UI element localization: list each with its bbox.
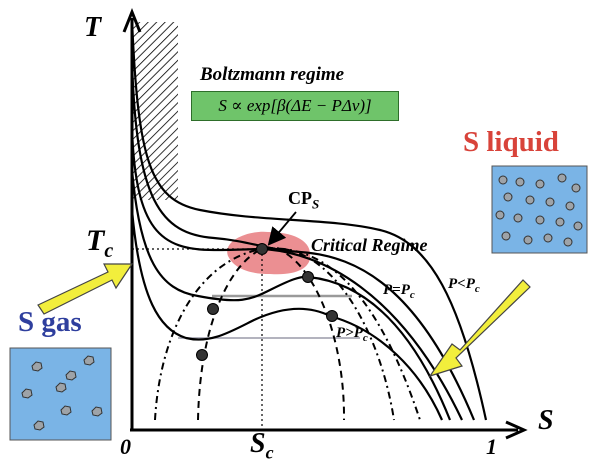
gas-yellow-arrow bbox=[37, 263, 134, 315]
pgt-sub: c bbox=[362, 332, 368, 344]
sc-sub: c bbox=[265, 442, 274, 463]
peq-main: P=P bbox=[383, 282, 410, 298]
critical-point-dot bbox=[256, 243, 268, 255]
tc-sub: c bbox=[104, 240, 114, 262]
x-tick-one: 1 bbox=[486, 434, 497, 459]
gas-molecule bbox=[33, 420, 45, 431]
gas-molecule bbox=[55, 382, 67, 393]
boltzmann-formula: S ∝ exp[β(ΔE − PΔv)] bbox=[191, 91, 399, 121]
gas-molecule bbox=[21, 388, 33, 399]
point-upper-right bbox=[302, 271, 314, 283]
critical-regime-label: Critical Regime bbox=[311, 235, 428, 255]
y-tick-tc: Tc bbox=[86, 224, 114, 262]
outer-dashdot bbox=[261, 247, 421, 421]
isobar-p-equal: P=Pc bbox=[383, 283, 415, 301]
x-tick-zero: 0 bbox=[120, 434, 131, 459]
liquid-box bbox=[491, 165, 588, 254]
gas-molecule bbox=[65, 370, 77, 381]
point-middle-right bbox=[326, 310, 338, 322]
tc-main: T bbox=[86, 224, 105, 257]
cp-main: CP bbox=[288, 188, 312, 208]
isotherm-4 bbox=[130, 209, 444, 421]
cp-sub: S bbox=[312, 196, 320, 212]
isotherm-1 bbox=[130, 19, 488, 421]
critical-point-label: CPS bbox=[288, 189, 319, 211]
liquid-phase-label: S liquid bbox=[463, 126, 559, 158]
gas-molecule bbox=[31, 361, 43, 372]
gas-box bbox=[9, 347, 112, 441]
liquid-molecules bbox=[495, 173, 583, 247]
gas-molecule bbox=[91, 406, 103, 417]
boltzmann-title: Boltzmann regime bbox=[200, 64, 345, 85]
x-axis-arrow bbox=[505, 420, 528, 440]
y-axis-label: T bbox=[84, 12, 102, 43]
pgt-main: P>P bbox=[336, 325, 363, 341]
isobar-p-less: P<Pc bbox=[448, 277, 480, 295]
isobar-p-greater: P>Pc bbox=[336, 326, 368, 344]
curve-points bbox=[196, 243, 338, 361]
point-middle-left bbox=[207, 303, 219, 315]
liquid-yellow-arrow bbox=[428, 279, 531, 378]
cp-pointer-arrow bbox=[267, 211, 297, 246]
isotherm-3 bbox=[130, 169, 452, 421]
x-tick-sc: Sc bbox=[250, 430, 274, 462]
point-lower-left bbox=[196, 349, 208, 361]
y-axis-arrow bbox=[122, 7, 142, 33]
sc-main: S bbox=[250, 428, 266, 459]
peq-sub: c bbox=[409, 289, 415, 301]
isotherm-critical bbox=[130, 129, 463, 421]
coexistence-curves bbox=[154, 247, 421, 421]
gas-molecule bbox=[60, 405, 72, 416]
plt-main: P<P bbox=[448, 276, 475, 292]
x-axis-label: S bbox=[538, 405, 554, 436]
spinodal-curve bbox=[197, 247, 346, 421]
gas-molecule bbox=[83, 355, 95, 366]
gas-phase-label: S gas bbox=[18, 306, 82, 338]
plt-sub: c bbox=[474, 283, 480, 295]
